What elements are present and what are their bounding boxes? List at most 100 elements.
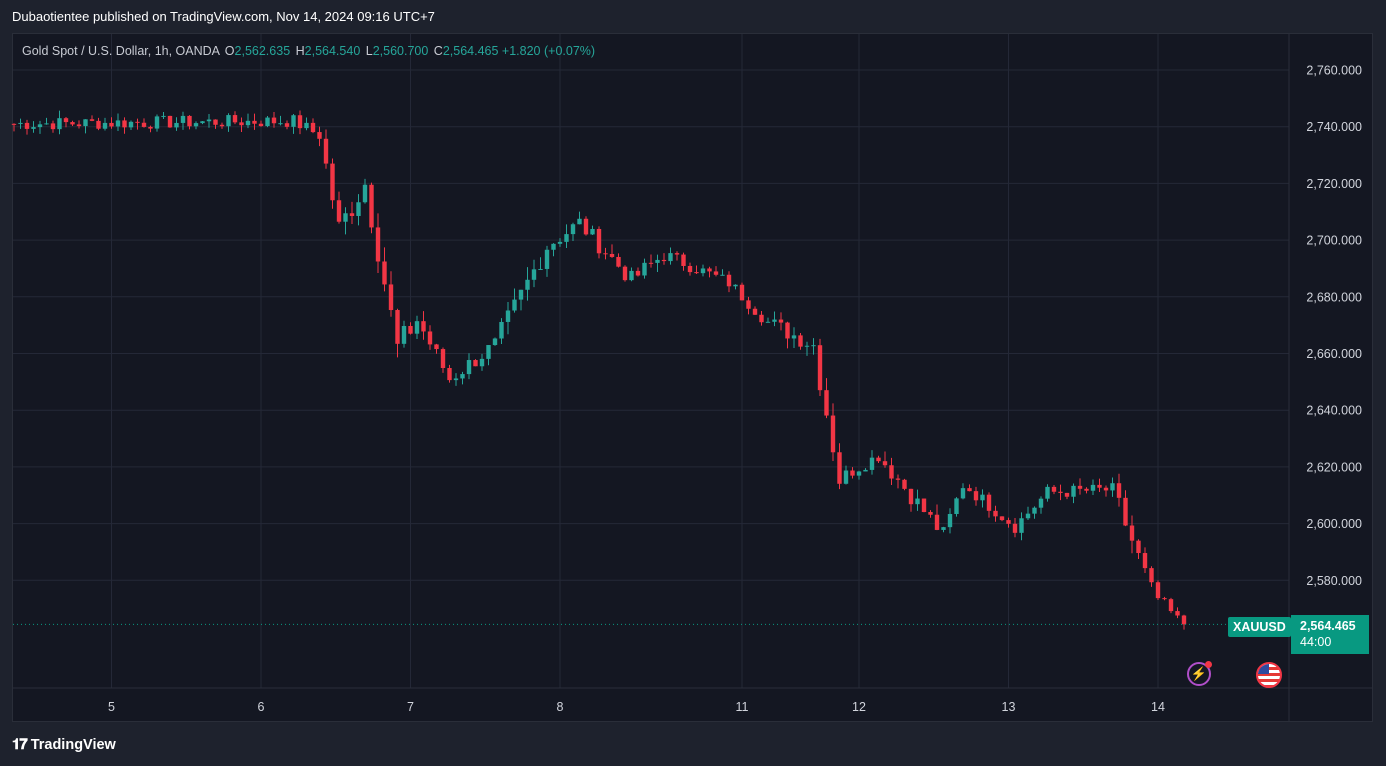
candle-body: [460, 374, 465, 379]
candle-body: [505, 310, 511, 322]
price-axis: 2,580.000 2,600.000 2,620.000 2,640.000 2,66…: [1288, 34, 1362, 722]
candle-body: [564, 234, 569, 242]
candle-body: [674, 253, 680, 255]
candle-body: [31, 127, 36, 129]
candle-body: [824, 390, 829, 416]
candle-body: [577, 218, 582, 225]
candle-body: [349, 213, 355, 216]
candle-body: [187, 115, 192, 127]
candle-body: [733, 284, 738, 287]
candle-body: [37, 124, 43, 128]
candle-body: [856, 471, 862, 476]
tradingview-logo[interactable]: 𝟏𝟕 TradingView: [12, 736, 116, 753]
close-label: C: [433, 44, 443, 58]
candle-body: [1149, 568, 1154, 583]
candle-body: [1110, 483, 1115, 491]
candle-body: [473, 360, 478, 367]
candle-body: [408, 325, 413, 334]
candle-body: [525, 279, 530, 290]
candle-body: [226, 115, 231, 127]
candle-body: [239, 122, 244, 126]
chart-panel[interactable]: [12, 33, 1373, 722]
candle-body: [778, 319, 784, 323]
candle-body: [57, 118, 62, 130]
x-tick-label: 14: [1151, 700, 1165, 714]
candle-body: [83, 119, 88, 127]
tradingview-logo-icon: 𝟏𝟕: [12, 736, 28, 753]
candle-body: [278, 123, 283, 125]
candle-body: [421, 321, 426, 332]
candle-body: [343, 213, 348, 222]
candle-body: [1097, 484, 1102, 488]
candle-body: [453, 378, 459, 381]
candle-body: [1071, 485, 1076, 497]
candle-body: [512, 299, 517, 311]
us-flag-icon[interactable]: [1256, 662, 1282, 688]
candle-body: [401, 325, 407, 344]
candle-body: [135, 121, 140, 123]
candle-body: [986, 494, 992, 511]
candle-body: [967, 488, 972, 492]
candle-body: [876, 457, 881, 462]
y-tick-label: 2,660.000: [1306, 347, 1362, 361]
candle-body: [148, 126, 153, 129]
candle-body: [479, 358, 485, 367]
symbol-description[interactable]: Gold Spot / U.S. Dollar, 1h, OANDA: [22, 44, 220, 58]
candle-body: [687, 265, 693, 273]
candle-body: [772, 319, 777, 322]
candle-body: [1181, 615, 1187, 625]
candle-body: [1136, 540, 1141, 554]
symbol-badge: XAUUSD: [1228, 617, 1291, 637]
candle-body: [655, 259, 660, 263]
candle-body: [941, 527, 946, 530]
candle-body: [1129, 525, 1135, 541]
candle-body: [284, 123, 290, 127]
candle-body: [538, 268, 543, 270]
published-line: Dubaotientee published on TradingView.co…: [12, 9, 435, 24]
candle-body: [1103, 487, 1109, 491]
candle-body: [369, 184, 374, 228]
candle-body: [1051, 486, 1057, 492]
x-tick-label: 7: [407, 700, 414, 714]
candle-body: [590, 228, 595, 235]
candle-body: [622, 266, 628, 281]
change-value: +1.820 (+0.07%): [501, 44, 596, 58]
candle-body: [1168, 599, 1174, 612]
candle-body: [635, 270, 641, 276]
y-tick-label: 2,600.000: [1306, 517, 1362, 531]
candlestick-series: [11, 110, 1187, 630]
candle-body: [902, 479, 907, 489]
last-price-value: 2,564.465: [1300, 619, 1356, 633]
candle-body: [882, 461, 888, 466]
candle-body: [609, 253, 615, 257]
candle-body: [889, 465, 894, 479]
candle-body: [908, 488, 914, 505]
candle-body: [1038, 498, 1044, 508]
candle-body: [271, 117, 277, 124]
candle-body: [811, 345, 816, 347]
y-tick-label: 2,740.000: [1306, 120, 1362, 134]
candle-body: [44, 123, 49, 125]
candle-body: [213, 119, 218, 125]
x-tick-label: 11: [736, 700, 749, 714]
candle-body: [531, 269, 537, 280]
candle-body: [557, 241, 563, 244]
candle-body: [915, 498, 920, 505]
candle-body: [1116, 483, 1122, 498]
candle-body: [1123, 497, 1128, 526]
low-label: L: [365, 44, 373, 58]
candle-body: [544, 249, 550, 269]
candle-body: [245, 120, 251, 126]
x-tick-label: 12: [852, 700, 866, 714]
candle-body: [830, 415, 836, 453]
candle-body: [427, 331, 433, 345]
high-label: H: [295, 44, 305, 58]
candle-body: [518, 289, 524, 300]
candle-body: [291, 115, 296, 127]
lightning-bolt-icon[interactable]: ⚡: [1187, 661, 1212, 686]
candle-body: [752, 308, 758, 315]
candle-body: [934, 514, 940, 530]
chart-legend: Gold Spot / U.S. Dollar, 1h, OANDA O2,56…: [22, 44, 595, 58]
candle-body: [980, 494, 985, 501]
